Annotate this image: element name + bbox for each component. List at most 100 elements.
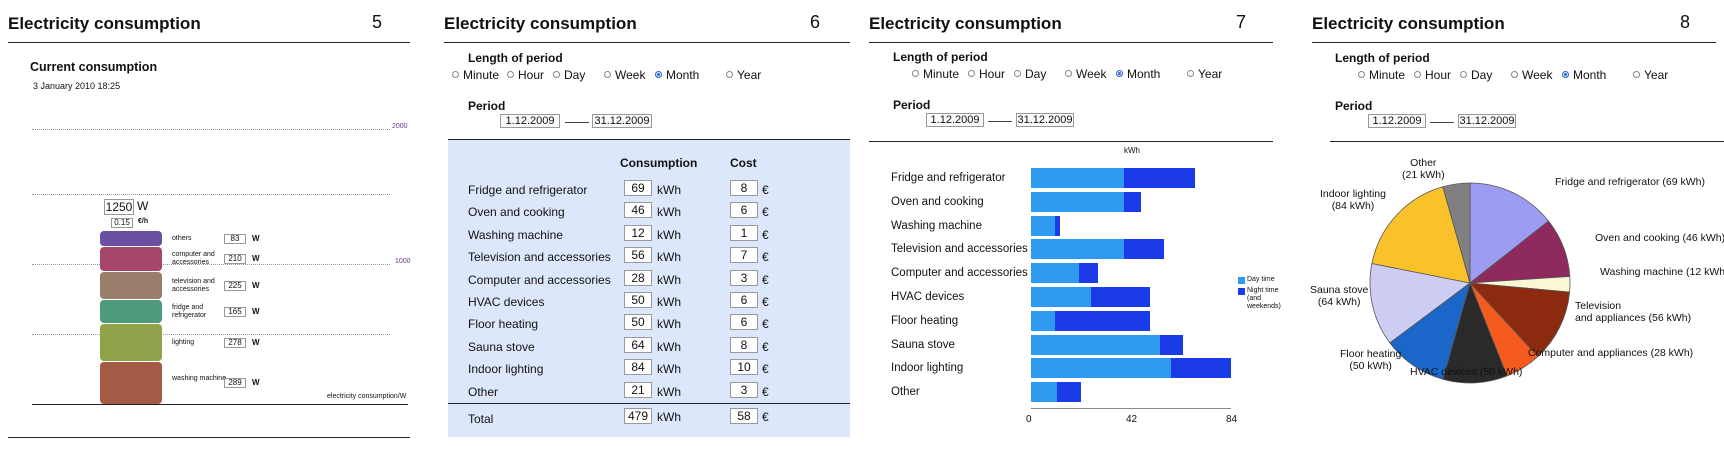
cost-field[interactable]: 7: [730, 247, 758, 264]
bar-segment: [1031, 239, 1124, 260]
kwh-field[interactable]: 21: [624, 381, 652, 398]
row-label: HVAC devices: [468, 295, 545, 309]
divider: [8, 42, 410, 43]
cost-field[interactable]: 3: [730, 381, 758, 398]
radio-month[interactable]: Month: [1116, 67, 1160, 81]
total-cost-unit: €: [762, 410, 769, 424]
radio-button-icon: [655, 71, 662, 79]
radio-label: Hour: [1425, 68, 1452, 82]
bar-segment: [1123, 239, 1165, 260]
panel-number: 6: [810, 12, 821, 32]
chart-baseline: [32, 404, 408, 405]
stack-unit: W: [252, 233, 260, 243]
date-from-field[interactable]: 1.12.2009: [1368, 114, 1426, 128]
radio-hour[interactable]: Hour: [507, 68, 544, 82]
pie-slice: [1468, 282, 1571, 357]
pie-label: Fridge and refrigerator (69 kWh): [1555, 176, 1705, 188]
radio-label: Year: [1198, 67, 1223, 81]
kwh-field[interactable]: 56: [624, 247, 652, 264]
panel-bar-chart: Electricity consumption 7 Length of peri…: [866, 0, 1286, 451]
date-to-field[interactable]: 31.12.2009: [1016, 113, 1074, 127]
stack-label: others: [172, 234, 192, 242]
stack-label: television and accessories: [172, 277, 215, 293]
radio-button-icon: [1633, 71, 1640, 79]
total-kwh: 479: [624, 408, 652, 424]
radio-label: Month: [666, 68, 700, 82]
kwh-field[interactable]: 84: [624, 359, 652, 376]
cost-field[interactable]: 6: [730, 202, 758, 219]
radio-day[interactable]: Day: [1460, 68, 1492, 82]
table-top-line: [448, 139, 850, 140]
cost-field[interactable]: 3: [730, 269, 758, 286]
radio-year[interactable]: Year: [726, 68, 761, 82]
radio-label: Week: [615, 68, 646, 82]
date-from-field[interactable]: 1.12.2009: [500, 114, 560, 128]
radio-minute[interactable]: Minute: [1358, 68, 1405, 82]
date-range-dash: [1430, 122, 1454, 123]
kwh-field[interactable]: 12: [624, 224, 652, 241]
radio-week[interactable]: Week: [604, 68, 645, 82]
length-of-period-label: Length of period: [468, 51, 563, 65]
radio-year[interactable]: Year: [1187, 67, 1222, 81]
stack-label: washing machine: [172, 375, 227, 382]
pie-label: Computer and appliances (28 kWh): [1528, 347, 1694, 359]
row-label: Floor heating: [468, 317, 539, 332]
category-label: Television and accessories: [891, 243, 1028, 256]
row-label: Fridge and refrigerator: [468, 183, 588, 197]
radio-month[interactable]: Month: [1562, 68, 1606, 82]
radio-label: Month: [1573, 68, 1607, 82]
kwh-field[interactable]: 64: [624, 336, 652, 353]
gridline: [32, 334, 390, 335]
radio-month[interactable]: Month: [655, 68, 699, 82]
pie-label: Floor heating (50 kWh): [1340, 348, 1402, 372]
radio-label: Hour: [979, 67, 1006, 81]
cost-field[interactable]: 6: [730, 314, 758, 331]
radio-button-icon: [507, 71, 514, 79]
radio-year[interactable]: Year: [1633, 68, 1668, 82]
total-cost: 58: [730, 408, 758, 424]
radio-hour[interactable]: Hour: [1414, 68, 1451, 82]
kwh-field[interactable]: 69: [624, 180, 652, 196]
panel-number: 5: [372, 12, 383, 32]
radio-minute[interactable]: Minute: [452, 68, 499, 82]
kwh-field[interactable]: 50: [624, 314, 652, 331]
kwh-field[interactable]: 28: [624, 269, 652, 286]
radio-day[interactable]: Day: [553, 68, 585, 82]
date-to-field[interactable]: 31.12.2009: [592, 114, 652, 128]
pie-slice: [1371, 186, 1471, 284]
kwh-unit: kWh: [657, 272, 681, 287]
cost-field[interactable]: 8: [730, 180, 758, 196]
cost-field[interactable]: 6: [730, 292, 758, 308]
cost-field[interactable]: 10: [730, 359, 758, 376]
radio-day[interactable]: Day: [1014, 67, 1046, 81]
pie-label: Oven and cooking (46 kWh): [1595, 232, 1724, 244]
kwh-field[interactable]: 46: [624, 202, 652, 219]
radio-button-icon: [1414, 71, 1421, 79]
category-label: HVAC devices: [891, 291, 965, 303]
x-tick-label: 0: [1026, 414, 1032, 425]
kwh-field[interactable]: 50: [624, 292, 652, 308]
chart-unit-label: kWh: [1124, 146, 1140, 155]
bar-segment: [1123, 191, 1141, 212]
radio-week[interactable]: Week: [1511, 68, 1552, 82]
period-label: Period: [468, 99, 506, 113]
pie-label: Washing machine (12 kWh): [1600, 266, 1724, 278]
period-label: Period: [1335, 99, 1373, 113]
stack-block: [100, 272, 162, 299]
radio-button-icon: [968, 70, 975, 78]
stack-label: fridge and refrigerator: [172, 303, 207, 319]
date-from-field[interactable]: 1.12.2009: [926, 113, 984, 127]
legend-label: Night time (and weekends): [1247, 287, 1281, 310]
cost-field[interactable]: 8: [730, 336, 758, 353]
radio-week[interactable]: Week: [1065, 67, 1106, 81]
row-label: Oven and cooking: [468, 205, 565, 220]
date-to-field[interactable]: 31.12.2009: [1458, 114, 1516, 128]
stack-block: [100, 231, 162, 246]
legend-label: Day time: [1247, 276, 1275, 283]
stack-value: 210: [224, 254, 246, 264]
radio-minute[interactable]: Minute: [912, 67, 959, 81]
cost-unit: €: [762, 339, 769, 354]
cost-field[interactable]: 1: [730, 224, 758, 241]
radio-hour[interactable]: Hour: [968, 67, 1005, 81]
timestamp: 3 January 2010 18:25: [33, 81, 121, 91]
